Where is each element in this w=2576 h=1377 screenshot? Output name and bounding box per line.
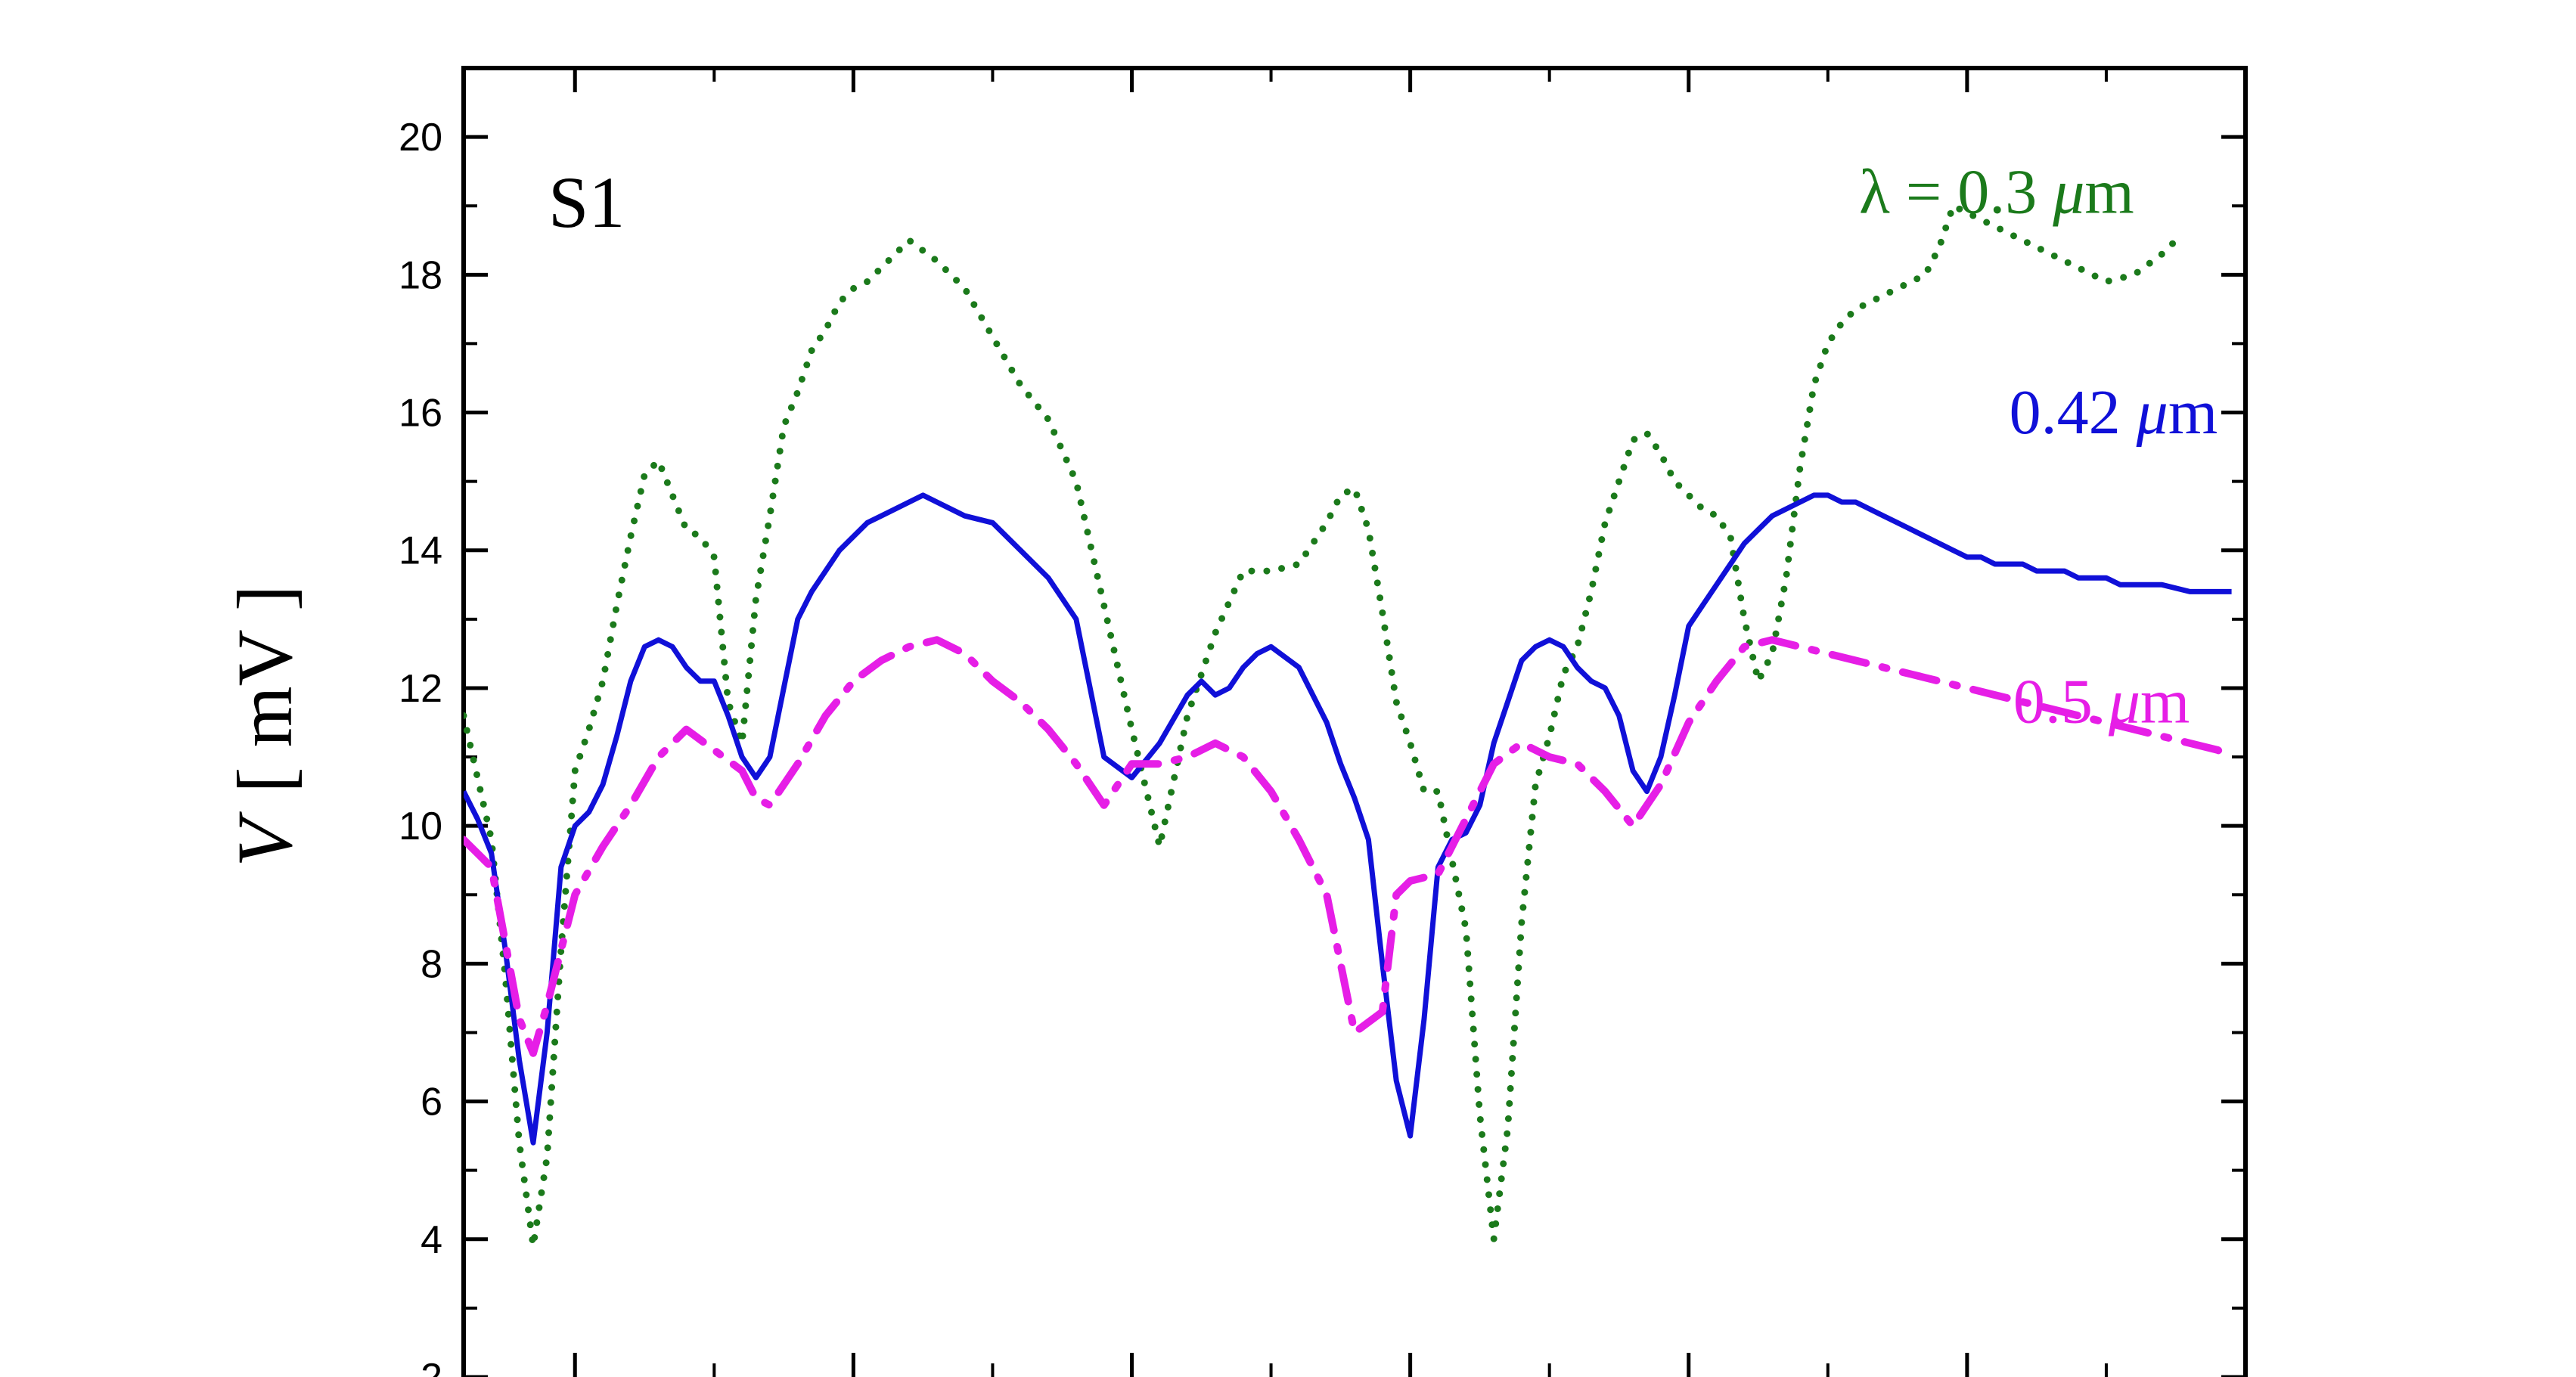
- series-label-unit: m: [2168, 377, 2218, 448]
- y-tick-label: 4: [421, 1218, 442, 1262]
- plot-frame: [461, 66, 2248, 1377]
- axis-ticks: 2 4 6 8 10 12 14 16 18 20: [399, 68, 2245, 1377]
- y-tick-label: 8: [421, 942, 442, 986]
- y-tick-label: 2: [421, 1356, 442, 1377]
- y-tick-label: 6: [421, 1081, 442, 1124]
- y-axis-label-unit: [ mV ]: [222, 585, 309, 793]
- series-label-unit: m: [2084, 157, 2134, 227]
- annotations: λ = 0.3 μm0.42 μm0.5 μm: [1859, 157, 2218, 737]
- y-tick-label: 14: [399, 529, 442, 573]
- series-label-s042: 0.42 μm: [2010, 377, 2218, 448]
- series-line-s03: [464, 202, 2180, 1250]
- series-line-s042: [464, 492, 2232, 1146]
- y-tick-label: 20: [399, 116, 442, 160]
- series-label-s05: 0.5 μm: [2013, 667, 2190, 737]
- y-tick-label: 16: [399, 392, 442, 436]
- series-layer: [464, 202, 2236, 1250]
- series-label-prefix: 0.42: [2010, 377, 2137, 448]
- y-axis-label: V [ mV ]: [222, 585, 309, 867]
- series-label-prefix: 0.5: [2013, 667, 2109, 737]
- series-label-unit: m: [2140, 667, 2190, 737]
- series-label-prefix: λ = 0.3: [1859, 157, 2053, 227]
- y-tick-label: 18: [399, 253, 442, 297]
- y-tick-label: 12: [399, 667, 442, 711]
- series-line-s05: [464, 636, 2236, 1057]
- y-axis-label-symbol: V: [222, 811, 309, 867]
- series-label-mu: μ: [2136, 377, 2168, 448]
- series-label-s03: λ = 0.3 μm: [1859, 157, 2134, 227]
- series-label-mu: μ: [2052, 157, 2084, 227]
- y-tick-label: 10: [399, 805, 442, 848]
- panel-label: S1: [548, 162, 625, 243]
- series-label-mu: μ: [2108, 667, 2140, 737]
